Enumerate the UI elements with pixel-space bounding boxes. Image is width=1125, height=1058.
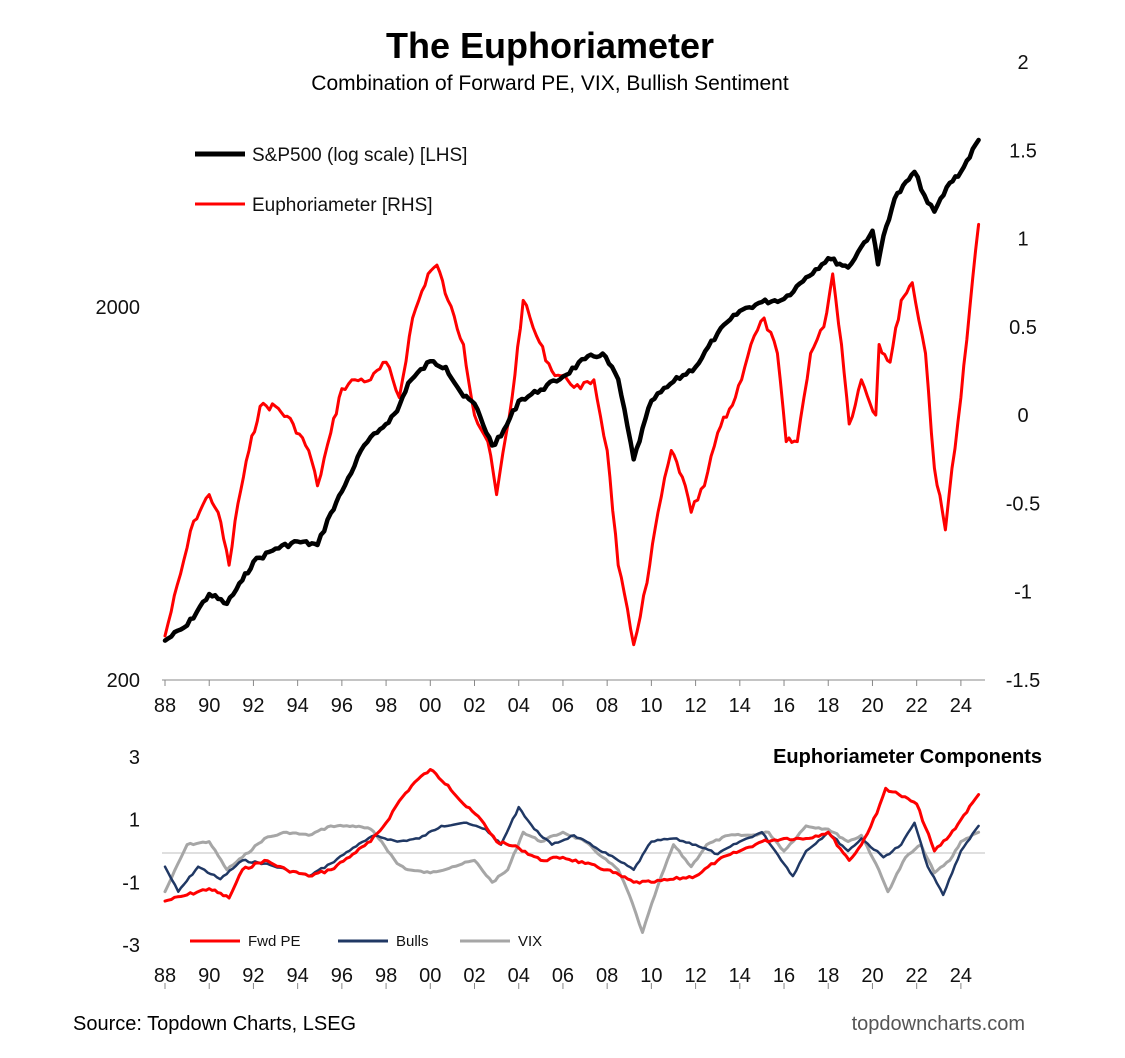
main-x-tick-label: 24 [950,695,972,717]
right-axis-tick-label: 0.5 [1009,317,1037,339]
source-note: Source: Topdown Charts, LSEG [73,1013,356,1035]
main-x-tick-label: 90 [198,695,220,717]
main-x-tick-label: 08 [596,695,618,717]
components-x-tick-label: 06 [552,965,574,987]
components-legend: Fwd PE Bulls VIX [190,933,542,950]
vix-series-line [163,823,981,934]
main-x-tick-label: 96 [331,695,353,717]
main-x-tick-label: 12 [684,695,706,717]
right-axis-tick-label: -1.5 [1006,670,1040,692]
components-x-tick-label: 02 [463,965,485,987]
legend-label-euphoriameter: Euphoriameter [RHS] [252,195,433,216]
main-series-group [162,137,981,647]
main-x-tick-label: 02 [463,695,485,717]
main-x-tick-label: 92 [242,695,264,717]
components-y-tick-label: 3 [129,747,140,769]
brand-link[interactable]: topdowncharts.com [852,1013,1025,1035]
sp500-series-line [162,137,981,643]
right-axis-tick-label: 0 [1017,405,1028,427]
components-x-tick-label: 04 [508,965,530,987]
components-x-tick-label: 20 [861,965,883,987]
main-left-axis-ticks: 2000 200 [96,297,141,692]
legend-label-vix: VIX [518,933,542,950]
left-axis-tick-label: 2000 [96,297,141,319]
left-axis-tick-label: 200 [107,670,140,692]
main-x-tick-label: 94 [287,695,309,717]
main-x-ticks: 88 90 92 94 96 98 00 02 04 06 08 10 12 14 16 18 20 22 24 [154,680,972,717]
main-right-axis-ticks: 2 1.5 1 0.5 0 -0.5 -1 -1.5 [1006,52,1040,692]
right-axis-tick-label: 1 [1017,229,1028,251]
components-y-tick-label: -3 [122,935,140,957]
components-x-tick-label: 24 [950,965,972,987]
legend-label-fwd-pe: Fwd PE [248,933,301,950]
components-x-tick-label: 14 [729,965,751,987]
euphoriameter-series-line [163,222,981,647]
components-x-tick-label: 94 [287,965,309,987]
main-x-tick-label: 04 [508,695,530,717]
components-y-tick-label: 1 [129,810,140,832]
chart-subtitle: Combination of Forward PE, VIX, Bullish … [311,72,789,95]
components-y-tick-label: -1 [122,872,140,894]
components-y-ticks: 3 1 -1 -3 [122,747,140,957]
main-x-tick-label: 16 [773,695,795,717]
components-chart-panel: Euphoriameter Components 88 90 92 94 96 98 00 0… [122,746,1042,989]
legend-label-bulls: Bulls [396,933,429,950]
main-x-tick-label: 14 [729,695,751,717]
fwd-pe-series-line [163,768,981,903]
components-x-tick-label: 98 [375,965,397,987]
main-x-tick-label: 06 [552,695,574,717]
main-x-tick-label: 18 [817,695,839,717]
components-series-group [163,768,981,934]
main-x-tick-label: 98 [375,695,397,717]
main-x-tick-label: 22 [906,695,928,717]
main-chart-panel: 88 90 92 94 96 98 00 02 04 06 08 10 12 14 16 18 20 22 24 2… [96,52,1041,717]
main-x-tick-label: 10 [640,695,662,717]
components-x-tick-label: 22 [906,965,928,987]
right-axis-tick-label: 1.5 [1009,140,1037,162]
components-x-tick-label: 88 [154,965,176,987]
components-title: Euphoriameter Components [773,746,1042,768]
components-x-tick-label: 00 [419,965,441,987]
components-x-tick-label: 10 [640,965,662,987]
right-axis-tick-label: -1 [1014,582,1032,604]
main-x-tick-label: 20 [861,695,883,717]
main-legend: S&P500 (log scale) [LHS] Euphoriameter [… [195,145,467,216]
right-axis-tick-label: 2 [1017,52,1028,74]
components-x-tick-label: 08 [596,965,618,987]
main-x-tick-label: 00 [419,695,441,717]
components-x-tick-label: 12 [684,965,706,987]
components-x-ticks: 88 90 92 94 96 98 00 02 04 06 08 10 12 14 16 18 20 22 24 [154,965,972,989]
components-x-tick-label: 90 [198,965,220,987]
components-x-tick-label: 96 [331,965,353,987]
components-x-tick-label: 16 [773,965,795,987]
main-x-tick-label: 88 [154,695,176,717]
components-x-tick-label: 18 [817,965,839,987]
chart-title: The Euphoriameter [386,25,714,66]
legend-label-sp500: S&P500 (log scale) [LHS] [252,145,467,166]
components-x-tick-label: 92 [242,965,264,987]
right-axis-tick-label: -0.5 [1006,493,1040,515]
